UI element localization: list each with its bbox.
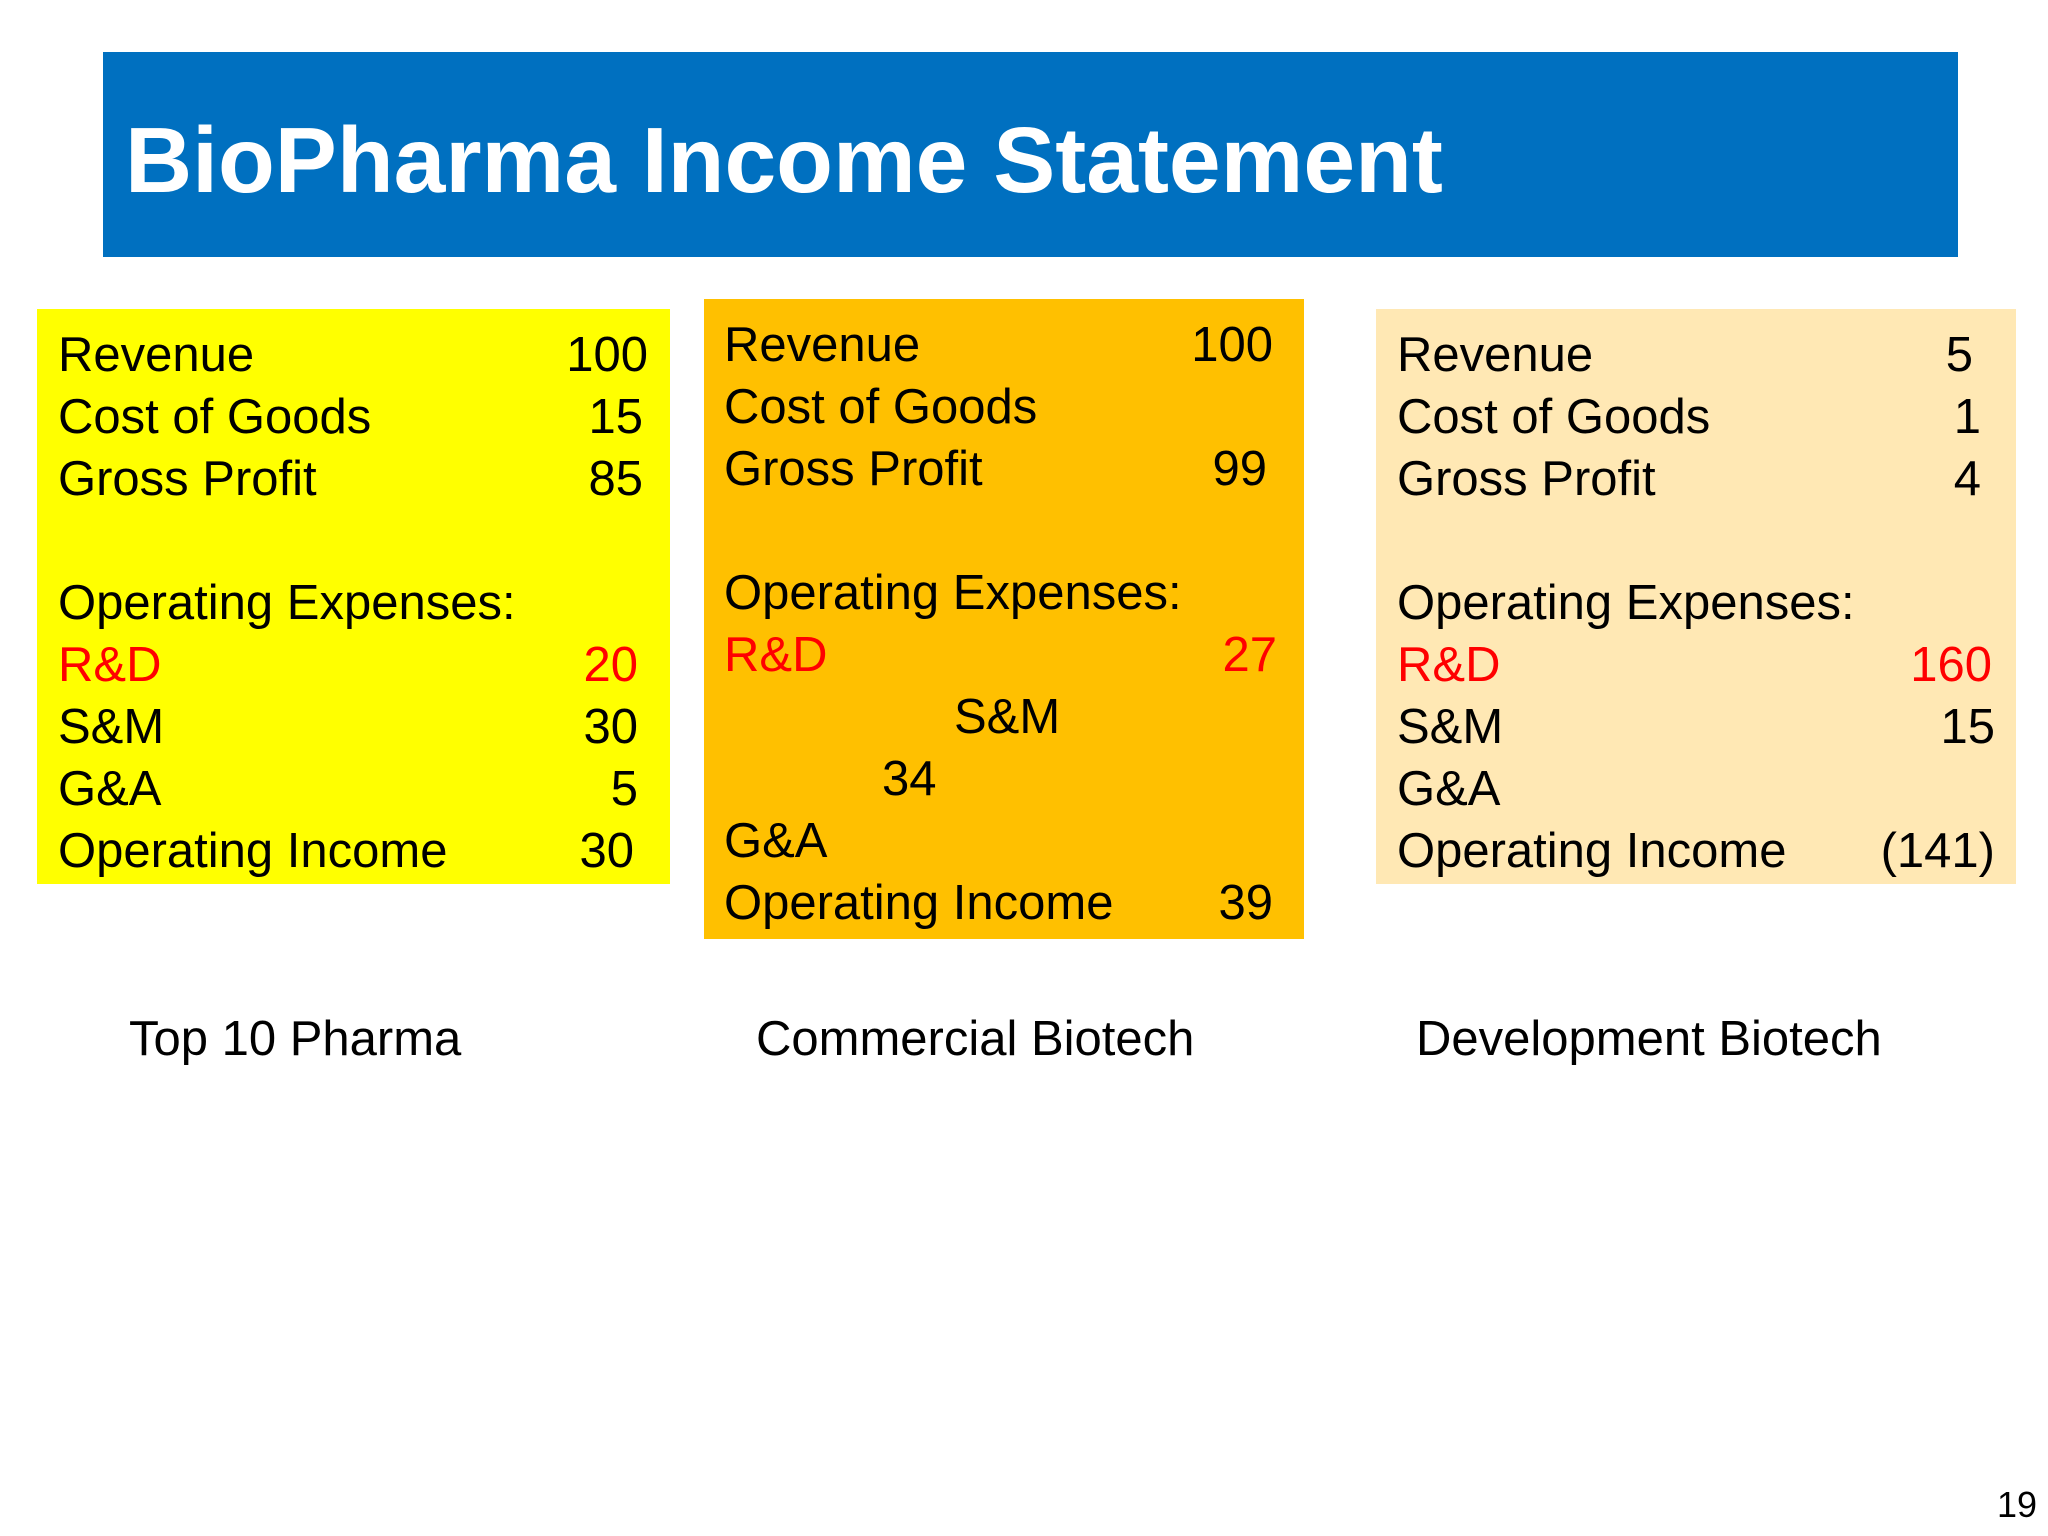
- revenue-label: Revenue: [724, 318, 921, 372]
- gross-profit-value: 85: [588, 452, 643, 506]
- title-bar: BioPharma Income Statement: [103, 52, 1958, 257]
- rd-label: R&D: [58, 638, 162, 692]
- gross-profit-label: Gross Profit: [58, 452, 317, 506]
- panel-commercial-biotech: Revenue 100 Cost of Goods Gross Profit 9…: [704, 299, 1304, 939]
- cogs-label: Cost of Goods: [58, 390, 372, 444]
- panel-development-biotech: Revenue 5 Cost of Goods 1 Gross Profit 4…: [1376, 309, 2016, 884]
- cogs-label: Cost of Goods: [724, 380, 1038, 434]
- caption-top-10-pharma: Top 10 Pharma: [129, 1012, 462, 1066]
- operating-income-value: (141): [1880, 824, 1995, 878]
- sm-value: 34: [882, 752, 937, 806]
- operating-income-value: 39: [1218, 876, 1273, 930]
- ga-label: G&A: [1397, 762, 1501, 816]
- revenue-value: 100: [566, 328, 648, 382]
- gross-profit-value: 99: [1212, 442, 1267, 496]
- panel-top-10-pharma: Revenue 100 Cost of Goods 15 Gross Profi…: [37, 309, 670, 884]
- operating-expenses-label: Operating Expenses:: [58, 576, 516, 630]
- rd-value: 160: [1910, 638, 1992, 692]
- rd-value: 20: [583, 638, 638, 692]
- gross-profit-label: Gross Profit: [724, 442, 983, 496]
- operating-income-value: 30: [579, 824, 634, 878]
- cogs-label: Cost of Goods: [1397, 390, 1711, 444]
- cogs-value: 1: [1953, 390, 1981, 444]
- cogs-value: 15: [588, 390, 643, 444]
- page-number: 19: [1997, 1484, 2038, 1525]
- sm-value: 30: [583, 700, 638, 754]
- revenue-label: Revenue: [1397, 328, 1594, 382]
- caption-commercial-biotech: Commercial Biotech: [756, 1012, 1195, 1066]
- ga-label: G&A: [724, 814, 828, 868]
- ga-label: G&A: [58, 762, 162, 816]
- operating-expenses-label: Operating Expenses:: [724, 566, 1182, 620]
- revenue-label: Revenue: [58, 328, 255, 382]
- gross-profit-label: Gross Profit: [1397, 452, 1656, 506]
- ga-value: 5: [610, 762, 638, 816]
- rd-label: R&D: [1397, 638, 1501, 692]
- sm-value: 15: [1940, 700, 1995, 754]
- rd-label: R&D: [724, 628, 828, 682]
- sm-label: S&M: [1397, 700, 1504, 754]
- operating-income-label: Operating Income: [58, 824, 448, 878]
- slide-title: BioPharma Income Statement: [125, 108, 1443, 212]
- operating-income-label: Operating Income: [1397, 824, 1787, 878]
- operating-income-label: Operating Income: [724, 876, 1114, 930]
- rd-value: 27: [1222, 628, 1277, 682]
- sm-label: S&M: [58, 700, 165, 754]
- operating-expenses-label: Operating Expenses:: [1397, 576, 1855, 630]
- sm-label: S&M: [954, 690, 1061, 744]
- caption-development-biotech: Development Biotech: [1416, 1012, 1882, 1066]
- revenue-value: 100: [1191, 318, 1273, 372]
- gross-profit-value: 4: [1953, 452, 1981, 506]
- revenue-value: 5: [1945, 328, 1973, 382]
